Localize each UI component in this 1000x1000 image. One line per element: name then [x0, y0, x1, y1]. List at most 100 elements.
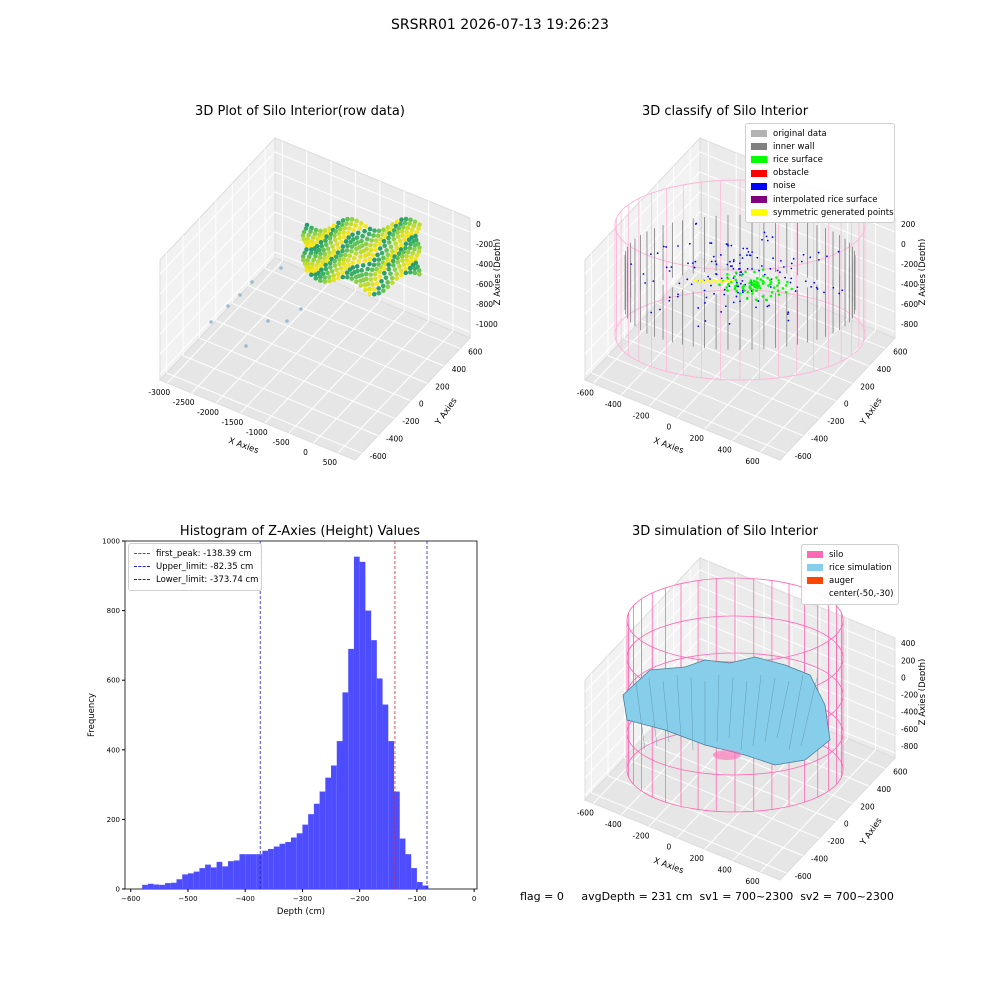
panel3-histogram[interactable]: −600 −500 −400 −300 −200 −100 0 0 200 400 600 800 10…	[80, 530, 500, 920]
x-tick-label: −600	[121, 895, 140, 903]
panel3-legend: first_peak: -138.39 cm Upper_limit: -82.3…	[128, 543, 262, 591]
noise-point	[656, 252, 659, 255]
x-tick-label: −400	[236, 895, 255, 903]
data-point	[349, 216, 355, 222]
histogram-bar	[233, 860, 240, 889]
data-point	[391, 228, 397, 233]
noise-point	[787, 311, 790, 314]
data-point	[412, 270, 418, 276]
data-point	[349, 248, 354, 254]
noise-point	[727, 244, 729, 247]
rice-point	[784, 284, 788, 287]
histogram-bar	[336, 741, 343, 889]
data-point	[305, 240, 311, 245]
data-point	[359, 243, 365, 249]
data-point	[332, 258, 337, 264]
data-point	[315, 236, 320, 241]
data-point	[322, 279, 328, 284]
y-tick-label: 200	[860, 382, 875, 391]
data-point	[323, 266, 329, 272]
legend-swatch	[751, 143, 767, 151]
x-axis-label: Depth (cm)	[277, 907, 325, 917]
histogram-bar	[394, 791, 400, 889]
data-point	[327, 226, 332, 231]
noise-point	[765, 235, 768, 238]
noise-point	[796, 286, 799, 289]
x-tick-label: -600	[577, 808, 594, 817]
rice-point	[751, 292, 754, 295]
data-point	[340, 248, 345, 254]
histogram-bar	[187, 873, 194, 889]
rice-mesh	[648, 677, 658, 747]
grid-line	[166, 372, 362, 454]
rice-point	[742, 284, 746, 287]
grid-line	[607, 775, 804, 857]
data-point	[417, 271, 422, 277]
data-point	[375, 233, 381, 239]
histogram-bar	[142, 884, 148, 889]
data-point	[382, 270, 387, 276]
data-point	[381, 227, 386, 233]
sym-point	[693, 278, 697, 282]
legend-label: inner wall	[773, 141, 815, 152]
grid-line	[760, 329, 876, 453]
legend-swatch	[807, 577, 823, 585]
legend-label: Lower_limit: -373.74 cm	[156, 574, 259, 585]
noise-point	[714, 272, 717, 275]
data-point	[378, 236, 383, 242]
data-point	[279, 266, 283, 270]
data-point	[308, 229, 313, 234]
data-point	[417, 245, 422, 250]
z-tick-label: -600	[901, 300, 918, 309]
sym-point	[699, 278, 703, 282]
data-point	[408, 269, 413, 275]
data-point	[345, 243, 350, 249]
data-point	[414, 252, 420, 258]
rice-point	[726, 277, 730, 280]
data-point	[381, 266, 387, 271]
data-point	[304, 222, 310, 228]
noise-point	[789, 281, 792, 284]
data-point	[344, 221, 349, 226]
noise-point	[786, 313, 789, 315]
legend-swatch	[807, 564, 823, 572]
histogram-bar	[239, 854, 246, 889]
data-point	[390, 232, 396, 238]
data-point	[321, 247, 326, 253]
data-point	[312, 231, 318, 237]
data-point	[388, 271, 393, 276]
data-point	[386, 266, 392, 272]
histogram-bar	[165, 883, 171, 889]
data-point	[408, 231, 414, 236]
x-tick-label: 200	[690, 854, 705, 863]
rice-point	[733, 287, 737, 291]
histogram-bar	[365, 610, 372, 889]
histogram-bar	[319, 791, 326, 889]
data-point	[379, 250, 385, 256]
x-tick-label: −200	[350, 895, 369, 903]
y-tick-label: -400	[811, 435, 828, 444]
data-point	[325, 246, 331, 252]
data-point	[401, 262, 407, 267]
histogram-bar	[273, 846, 280, 889]
noise-point	[676, 295, 679, 298]
rice-mesh	[634, 674, 646, 751]
histogram-bar	[256, 854, 263, 889]
data-point	[339, 239, 344, 245]
noise-point	[715, 263, 718, 266]
data-point	[303, 226, 309, 231]
noise-point	[768, 304, 770, 307]
data-point	[333, 229, 338, 234]
data-point	[362, 228, 367, 234]
rice-point	[759, 278, 763, 281]
z-tick-label: -200	[476, 240, 493, 249]
noise-point	[782, 265, 785, 268]
data-point	[379, 278, 384, 284]
panel3-title: Histogram of Z-Axies (Height) Values	[179, 524, 421, 539]
y-tick-label: 0	[419, 400, 424, 409]
data-point	[319, 243, 324, 249]
data-point	[319, 236, 325, 241]
data-point	[314, 240, 319, 245]
